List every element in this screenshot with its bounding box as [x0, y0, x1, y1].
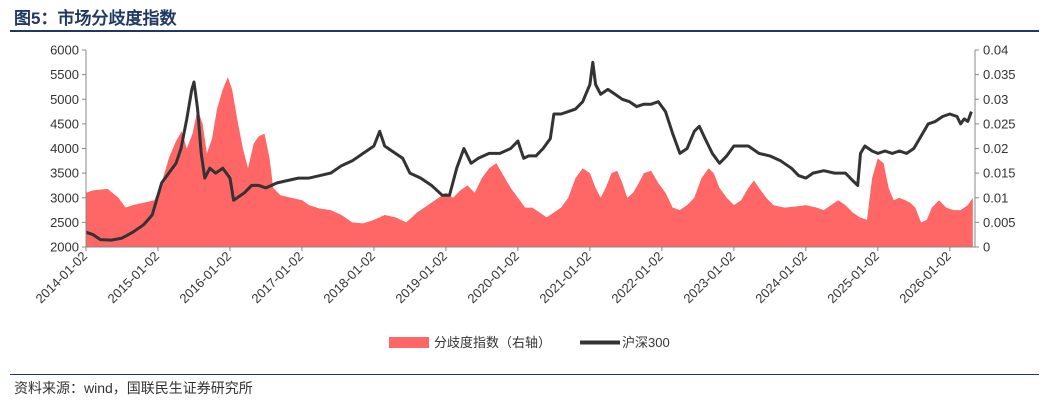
x-tick-label: 2018-01-02 — [320, 249, 378, 307]
x-tick-label: 2015-01-02 — [104, 249, 162, 307]
x-tick-label: 2016-01-02 — [176, 249, 234, 307]
x-tick-label: 2021-01-02 — [536, 249, 594, 307]
y-right-tick-label: 0.005 — [983, 215, 1016, 230]
y-left-tick-label: 6000 — [50, 43, 79, 58]
y-right-tick-label: 0.035 — [983, 67, 1016, 82]
x-tick-label: 2026-01-02 — [896, 249, 954, 307]
y-left-tick-label: 4500 — [50, 116, 79, 131]
x-tick-label: 2019-01-02 — [392, 249, 450, 307]
y-right-tick-label: 0.02 — [983, 141, 1008, 156]
y-left-tick-label: 5000 — [50, 92, 79, 107]
y-left-tick-label: 4000 — [50, 141, 79, 156]
title-rule — [10, 30, 1039, 32]
legend-swatch-divergence — [389, 337, 429, 348]
y-left-tick-label: 2000 — [50, 240, 79, 255]
x-tick-label: 2017-01-02 — [248, 249, 306, 307]
x-tick-label: 2023-01-02 — [680, 249, 738, 307]
source-rule — [10, 374, 1039, 375]
x-tick-label: 2022-01-02 — [608, 249, 666, 307]
line-series-csi300 — [85, 60, 973, 242]
y-right-tick-label: 0.025 — [983, 116, 1016, 131]
chart-legend: 分歧度指数（右轴） 沪深300 — [389, 335, 670, 350]
x-tick-label: 2025-01-02 — [824, 249, 882, 307]
figure-title: 图5：市场分歧度指数 — [14, 9, 177, 28]
y-left-tick-label: 2500 — [50, 215, 79, 230]
y-left-tick-label: 3500 — [50, 166, 79, 181]
x-tick-label: 2014-01-02 — [32, 249, 90, 307]
y-right-tick-label: 0.015 — [983, 166, 1016, 181]
y-right-tick-label: 0.01 — [983, 190, 1008, 205]
y-right-tick-label: 0.03 — [983, 92, 1008, 107]
source-note: 资料来源：wind，国联民生证券研究所 — [14, 380, 253, 396]
area-series-divergence — [86, 77, 973, 247]
y-left-tick-label: 5500 — [50, 67, 79, 82]
x-tick-label: 2024-01-02 — [752, 249, 810, 307]
area-series-layer — [86, 77, 973, 247]
y-right-tick-label: 0.04 — [983, 43, 1008, 58]
legend-label-csi300: 沪深300 — [622, 335, 670, 350]
y-left-tick-label: 3000 — [50, 190, 79, 205]
line-series-layer — [85, 60, 973, 242]
y-right-tick-label: 0 — [983, 240, 990, 255]
x-tick-label: 2020-01-02 — [464, 249, 522, 307]
legend-label-divergence: 分歧度指数（右轴） — [434, 335, 551, 350]
